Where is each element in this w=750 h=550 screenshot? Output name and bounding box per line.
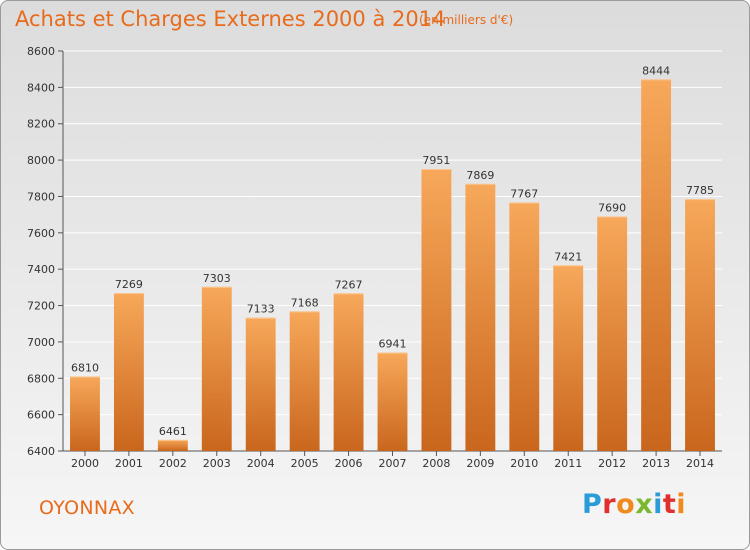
data-label: 8444 xyxy=(642,64,670,77)
tick-labels: 6400 6600 6800 7000 7200 7400 7600 7800 8000 8200… xyxy=(27,45,714,470)
x-tick-label: 2001 xyxy=(115,457,143,470)
x-tick-label: 2007 xyxy=(379,457,407,470)
y-tick-label: 8200 xyxy=(27,118,55,131)
y-tick-label: 7200 xyxy=(27,300,55,313)
y-tick-label: 7600 xyxy=(27,227,55,240)
data-label: 7133 xyxy=(247,303,275,316)
x-tick-label: 2009 xyxy=(466,457,494,470)
bar-2014 xyxy=(685,199,715,451)
proxiti-logo: Proxiti xyxy=(582,489,686,520)
data-label: 6941 xyxy=(379,338,407,351)
bar-2013 xyxy=(641,79,672,451)
bar-2009 xyxy=(465,183,496,451)
bar-2002 xyxy=(157,439,188,451)
x-tick-label: 2011 xyxy=(554,457,582,470)
x-tick-label: 2003 xyxy=(203,457,231,470)
x-tick-label: 2000 xyxy=(71,457,99,470)
data-label: 7269 xyxy=(115,278,143,291)
y-tick-label: 6600 xyxy=(27,409,55,422)
bar-2012 xyxy=(597,216,628,451)
data-label: 7421 xyxy=(554,250,582,263)
logo-letter: P xyxy=(582,489,603,520)
x-tick-label: 2012 xyxy=(598,457,626,470)
x-tick-label: 2014 xyxy=(686,457,714,470)
x-tick-label: 2005 xyxy=(291,457,319,470)
bar-2008 xyxy=(421,169,452,451)
data-labels: 6810 7269 6461 7303 7133 7168 7267 6941 7951 7869… xyxy=(71,64,714,438)
x-tick-label: 2008 xyxy=(422,457,450,470)
bars xyxy=(70,79,715,451)
y-tick-label: 8000 xyxy=(27,154,55,167)
chart-subtitle: (en milliers d'€) xyxy=(419,13,514,27)
y-tick-label: 7000 xyxy=(27,336,55,349)
logo-letter: t xyxy=(662,489,677,520)
bar-2011 xyxy=(553,265,584,451)
y-tick-label: 6400 xyxy=(27,445,55,458)
y-tick-label: 7400 xyxy=(27,263,55,276)
logo-letter: r xyxy=(602,489,617,520)
bar-2001 xyxy=(113,293,144,451)
bar-2005 xyxy=(289,311,320,451)
x-tick-label: 2002 xyxy=(159,457,187,470)
bar-2003 xyxy=(201,286,232,451)
bar-2006 xyxy=(333,293,364,451)
data-label: 7869 xyxy=(466,169,494,182)
city-name: OYONNAX xyxy=(39,497,135,519)
x-tick-label: 2004 xyxy=(247,457,275,470)
bar-2007 xyxy=(377,352,408,451)
logo-letter: i xyxy=(653,489,663,520)
data-label: 7168 xyxy=(291,296,319,309)
x-tick-label: 2010 xyxy=(510,457,538,470)
logo-letter: x xyxy=(635,489,654,520)
y-tick-label: 8400 xyxy=(27,81,55,94)
y-tick-label: 6800 xyxy=(27,372,55,385)
x-tick-label: 2013 xyxy=(642,457,670,470)
logo-letter: o xyxy=(616,489,636,520)
data-label: 7690 xyxy=(598,201,626,214)
logo-letter: i xyxy=(676,489,687,520)
data-label: 7951 xyxy=(422,154,450,167)
data-label: 7767 xyxy=(510,187,538,200)
data-label: 7785 xyxy=(686,184,714,197)
chart-title: Achats et Charges Externes 2000 à 2014 xyxy=(15,7,446,31)
data-label: 7267 xyxy=(335,278,363,291)
x-tick-label: 2006 xyxy=(335,457,363,470)
y-tick-label: 8600 xyxy=(27,45,55,58)
bar-2004 xyxy=(245,317,276,451)
data-label: 7303 xyxy=(203,272,231,285)
data-label: 6810 xyxy=(71,361,99,374)
bar-2000 xyxy=(70,376,100,451)
bar-2010 xyxy=(509,202,540,451)
y-tick-label: 7800 xyxy=(27,190,55,203)
data-label: 6461 xyxy=(159,425,187,438)
